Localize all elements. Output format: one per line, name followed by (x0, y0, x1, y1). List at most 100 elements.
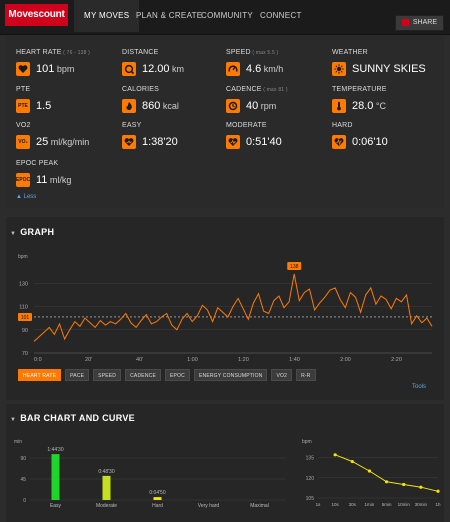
stat-label-text: EASY (122, 122, 142, 129)
bar-easy (51, 454, 60, 500)
stat-value-number: 0:51'40 (246, 136, 282, 148)
stat-label: HEART RATE ( 76 - 138 ) (16, 49, 116, 59)
stat-unit: km (169, 64, 185, 74)
stat-cadence: CADENCE ( max 81 ) 40 rpm (226, 86, 326, 113)
bar-value-label: 0:48'30 (98, 469, 114, 475)
stat-label: CADENCE ( max 81 ) (226, 86, 326, 96)
stat-value-number: 4.6 (246, 63, 262, 75)
stat-label: DISTANCE (122, 49, 222, 59)
heart-hard-icon (332, 135, 346, 149)
stat-label-text: MODERATE (226, 122, 267, 129)
movescount-logo[interactable]: Movescount (5, 4, 68, 26)
tab-speed[interactable]: SPEED (93, 369, 122, 381)
nav-plan-create[interactable]: PLAN & CREATE (136, 11, 203, 20)
stat-distance: DISTANCE 12.00 km (122, 49, 222, 76)
category-label: Very hard (198, 503, 220, 509)
tab-energy-consumption[interactable]: ENERGY CONSUMPTION (193, 369, 268, 381)
x-tick-label: 1:00 (187, 357, 198, 363)
nav-my-moves[interactable]: MY MOVES (74, 0, 140, 32)
stat-unit: km/h (261, 64, 284, 74)
stat-value: 28.0 °C (352, 100, 386, 112)
y-tick-label: 45 (20, 477, 26, 483)
stat-unit: ml/kg/min (48, 137, 90, 147)
vo2-icon: VO₂ (16, 135, 30, 149)
stat-label: CALORIES (122, 86, 222, 96)
curve-point (333, 453, 337, 457)
stat-label: EPOC PEAK (16, 160, 116, 170)
heart-rate-line (33, 273, 433, 342)
stat-label-text: CALORIES (122, 86, 159, 93)
stat-label-text: TEMPERATURE (332, 86, 387, 93)
x-tick-label: 1:40 (289, 357, 300, 363)
stat-label: MODERATE (226, 122, 326, 132)
stat-unit: bpm (54, 64, 75, 74)
stat-unit: kcal (160, 101, 179, 111)
category-label: Maximal (250, 503, 269, 509)
share-button[interactable]: SHARE (394, 15, 444, 31)
y-unit-label: min (14, 439, 22, 445)
nav-community[interactable]: COMMUNITY (201, 11, 254, 20)
tab-cadence[interactable]: CADENCE (125, 369, 161, 381)
stat-value: 1.5 (36, 100, 51, 112)
share-icon (401, 18, 409, 26)
stat-value: 0:51'40 (246, 136, 282, 148)
average-marker-label: 101 (21, 315, 30, 321)
stat-value-number: 860 (142, 100, 161, 112)
stat-label: HARD (332, 122, 432, 132)
heart-rate-graph[interactable]: bpm 70 90 110 130 0:0 20' 40' 1:00 1:20 1:40 2:00 2:… (0, 250, 450, 368)
stat-temperature: TEMPERATURE 28.0 °C (332, 86, 432, 113)
stat-value-number: 0:06'10 (352, 136, 388, 148)
x-tick-label: 30min (415, 502, 428, 507)
stat-value: 11 ml/kg (36, 174, 71, 186)
category-label: Hard (152, 503, 163, 509)
stat-value-number: 25 (36, 136, 49, 148)
share-label: SHARE (412, 19, 437, 26)
thermometer-icon (332, 99, 346, 113)
nav-connect[interactable]: CONNECT (260, 11, 302, 20)
stat-value-number: 1:38'20 (142, 136, 178, 148)
stat-epoc-peak: EPOC PEAK EPOC 11 ml/kg (16, 160, 116, 187)
peak-curve-line (334, 454, 439, 492)
stat-speed: SPEED ( max 5.5 ) 4.6 km/h (226, 49, 326, 76)
stat-value-number: 1.5 (36, 100, 52, 112)
tab-epoc[interactable]: EPOC (164, 369, 190, 381)
max-marker-label: 138 (290, 264, 299, 270)
pte-icon: PTE (16, 99, 30, 113)
stat-value: 40 rpm (246, 100, 276, 112)
tools-link[interactable]: Tools (412, 384, 427, 390)
graph-section-title[interactable]: ▼ GRAPH (10, 227, 54, 237)
less-link[interactable]: ▲ Less (16, 194, 37, 200)
y-tick-label: 120 (306, 476, 315, 482)
collapse-caret-icon: ▼ (10, 417, 17, 423)
tab-heart-rate[interactable]: HEART RATE (18, 369, 62, 381)
stat-label: VO2 (16, 122, 116, 132)
x-tick-label: 1:20 (238, 357, 249, 363)
intensity-bar-chart: min 0 45 90 1:44'30 Easy 0:48'30 Moderate 0:04'5… (14, 439, 285, 509)
stat-value: 0:06'10 (352, 136, 388, 148)
stat-value: 4.6 km/h (246, 63, 283, 75)
graph-metric-tabs: HEART RATE PACE SPEED CADENCE EPOC ENERG… (18, 369, 316, 381)
heart-easy-icon (122, 135, 136, 149)
move-summary-stats: HEART RATE ( 76 - 138 ) 101 bpm DISTANCE 12… (6, 36, 444, 208)
tab-vo2[interactable]: VO2 (271, 369, 293, 381)
stat-heart-rate: HEART RATE ( 76 - 138 ) 101 bpm (16, 49, 116, 76)
curve-point (384, 480, 389, 484)
x-tick-label: 1h (435, 502, 441, 507)
tab-rr[interactable]: R-R (296, 369, 316, 381)
stat-value-number: 40 (246, 100, 259, 112)
speed-icon (226, 62, 240, 76)
tab-pace[interactable]: PACE (65, 369, 90, 381)
stat-label-text: SPEED (226, 49, 251, 56)
y-tick-label: 130 (19, 281, 28, 287)
y-tick-label: 135 (306, 456, 315, 462)
stat-range: ( max 5.5 ) (250, 50, 279, 56)
stat-value: 101 bpm (36, 63, 74, 75)
y-tick-label: 105 (306, 496, 315, 502)
y-tick-label: 0 (23, 498, 26, 504)
stat-label-text: PTE (16, 86, 31, 93)
bar-hard (153, 497, 162, 500)
category-label: Moderate (96, 503, 117, 509)
bar-section-title[interactable]: ▼ BAR CHART AND CURVE (10, 413, 135, 423)
stat-value-number: SUNNY SKIES (352, 63, 426, 75)
stat-label: TEMPERATURE (332, 86, 432, 96)
